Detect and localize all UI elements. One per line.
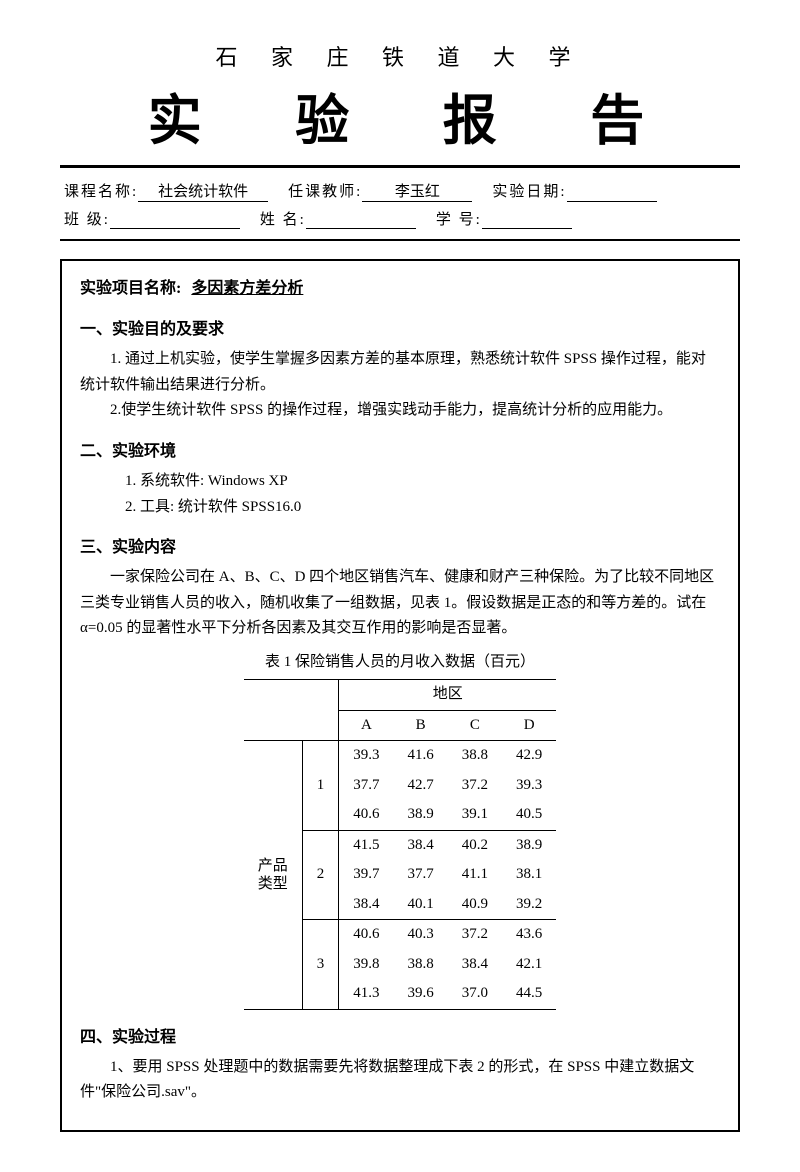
table-cell: 40.6 [339, 800, 394, 830]
table-cell: 38.9 [502, 830, 556, 860]
table-cell: 39.8 [339, 950, 394, 980]
table-cell: 37.7 [394, 860, 448, 890]
table-cell: 39.3 [502, 771, 556, 801]
table-col-B: B [394, 710, 448, 741]
table-cell: 37.2 [448, 771, 502, 801]
university-name: 石 家 庄 铁 道 大 学 [60, 40, 740, 72]
table-group-2: 2 [302, 830, 339, 920]
section-3-title: 三、实验内容 [80, 534, 720, 561]
project-line: 实验项目名称: 多因素方差分析 [80, 275, 720, 302]
table-cell: 40.6 [339, 920, 394, 950]
table-cell: 43.6 [502, 920, 556, 950]
table-cell: 41.3 [339, 979, 394, 1009]
section-4-title: 四、实验过程 [80, 1024, 720, 1051]
table-cell: 41.6 [394, 741, 448, 771]
class-label: 班 级: [64, 208, 110, 229]
divider-top [60, 165, 740, 168]
table-cell: 41.5 [339, 830, 394, 860]
table-cell: 40.9 [448, 890, 502, 920]
section-4-p1: 1、要用 SPSS 处理题中的数据需要先将数据整理成下表 2 的形式，在 SPS… [80, 1055, 720, 1106]
section-1-p1: 1. 通过上机实验，使学生掌握多因素方差的基本原理，熟悉统计软件 SPSS 操作… [80, 347, 720, 398]
name-value [306, 208, 416, 229]
teacher-value: 李玉红 [362, 180, 472, 202]
table-cell: 38.4 [394, 830, 448, 860]
project-value: 多因素方差分析 [185, 280, 309, 297]
table-cell: 40.5 [502, 800, 556, 830]
section-1-title: 一、实验目的及要求 [80, 316, 720, 343]
table-cell: 38.1 [502, 860, 556, 890]
date-label: 实验日期: [492, 180, 566, 202]
table-cell: 38.4 [339, 890, 394, 920]
table-cell: 39.1 [448, 800, 502, 830]
divider-bottom [60, 239, 740, 241]
table-cell: 42.7 [394, 771, 448, 801]
table-cell: 44.5 [502, 979, 556, 1009]
table-rowgroup-label: 产品类型 [244, 741, 303, 1010]
table-group-3: 3 [302, 920, 339, 1010]
table-cell: 40.2 [448, 830, 502, 860]
content-box: 实验项目名称: 多因素方差分析 一、实验目的及要求 1. 通过上机实验，使学生掌… [60, 259, 740, 1132]
course-value: 社会统计软件 [138, 180, 268, 202]
teacher-label: 任课教师: [288, 180, 362, 202]
table-row: 产品类型139.341.638.842.9 [244, 741, 557, 771]
section-2-title: 二、实验环境 [80, 438, 720, 465]
table-col-C: C [448, 710, 502, 741]
table-cell: 40.3 [394, 920, 448, 950]
data-table: 地区 ABCD产品类型139.341.638.842.937.742.737.2… [244, 679, 557, 1010]
table-cell: 38.9 [394, 800, 448, 830]
table-cell: 39.7 [339, 860, 394, 890]
table-cell: 40.1 [394, 890, 448, 920]
section-2-item1: 1. 系统软件: Windows XP [80, 469, 720, 495]
table-cell: 39.3 [339, 741, 394, 771]
table-cell: 37.7 [339, 771, 394, 801]
report-title: 实 验 报 告 [60, 76, 740, 155]
table-cell: 39.6 [394, 979, 448, 1009]
table-col-D: D [502, 710, 556, 741]
section-3-p1: 一家保险公司在 A、B、C、D 四个地区销售汽车、健康和财产三种保险。为了比较不… [80, 565, 720, 642]
sid-label: 学 号: [436, 208, 482, 229]
table-cell: 37.0 [448, 979, 502, 1009]
section-2-item2: 2. 工具: 统计软件 SPSS16.0 [80, 495, 720, 521]
table-region-header: 地区 [339, 680, 557, 711]
table-cell: 41.1 [448, 860, 502, 890]
table-cell: 39.2 [502, 890, 556, 920]
project-label: 实验项目名称: [80, 280, 181, 297]
class-value [110, 208, 240, 229]
info-row-1: 课程名称: 社会统计软件 任课教师: 李玉红 实验日期: [60, 180, 740, 202]
name-label: 姓 名: [260, 208, 306, 229]
info-row-2: 班 级: 姓 名: 学 号: [60, 208, 740, 229]
table-cell: 37.2 [448, 920, 502, 950]
section-1-p2: 2.使学生统计软件 SPSS 的操作过程，增强实践动手能力，提高统计分析的应用能… [80, 398, 720, 424]
course-label: 课程名称: [64, 180, 138, 202]
table-cell: 38.4 [448, 950, 502, 980]
table-cell: 38.8 [448, 741, 502, 771]
table-group-1: 1 [302, 741, 339, 831]
table-caption: 表 1 保险销售人员的月收入数据（百元） [80, 650, 720, 676]
table-cell: 42.1 [502, 950, 556, 980]
date-value [567, 180, 657, 202]
sid-value [482, 208, 572, 229]
table-cell: 38.8 [394, 950, 448, 980]
table-col-A: A [339, 710, 394, 741]
table-cell: 42.9 [502, 741, 556, 771]
